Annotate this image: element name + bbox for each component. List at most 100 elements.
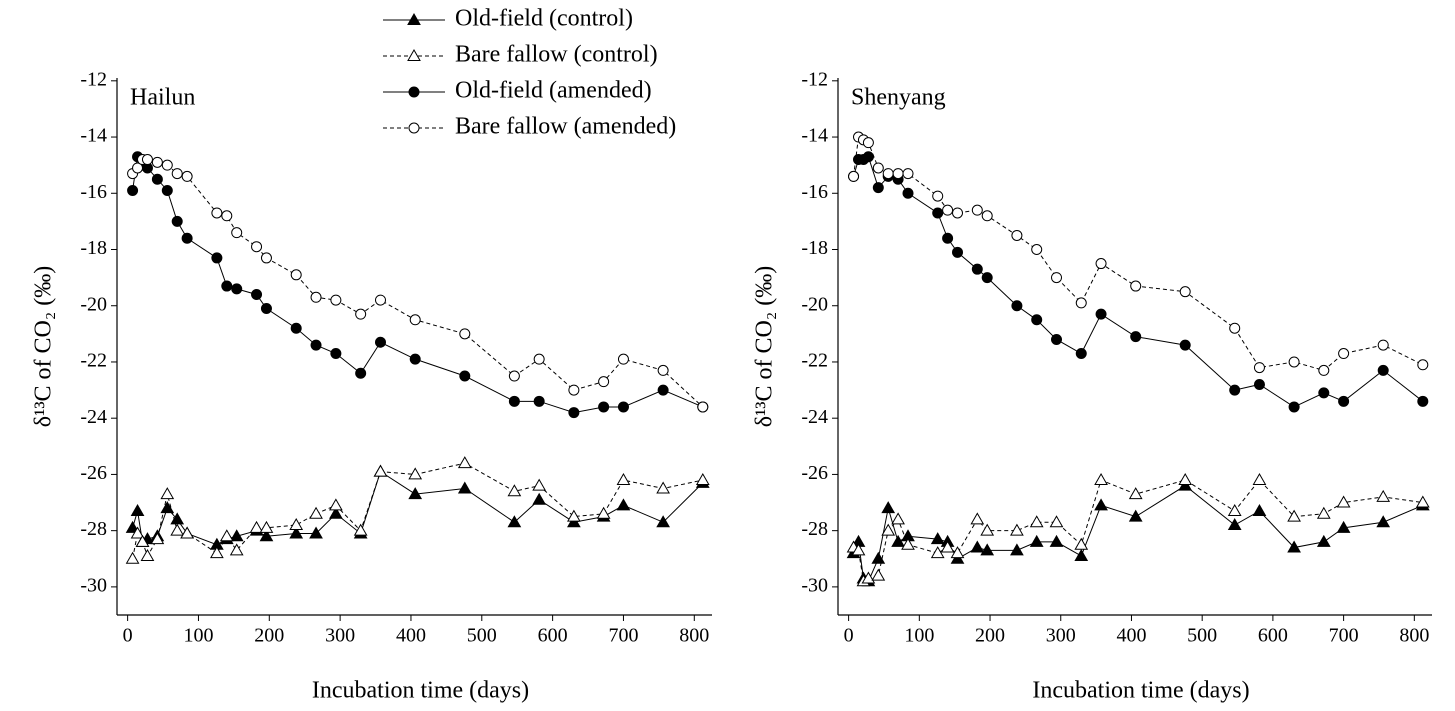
- x-tick-label: 200: [975, 625, 1005, 647]
- marker: [617, 353, 629, 365]
- marker: [221, 210, 233, 222]
- marker: [1094, 473, 1108, 486]
- marker: [980, 543, 995, 556]
- marker: [219, 529, 234, 542]
- marker: [533, 353, 545, 365]
- marker: [598, 376, 610, 388]
- marker: [567, 509, 581, 522]
- marker: [1095, 258, 1107, 270]
- marker: [355, 308, 367, 320]
- marker: [171, 215, 183, 227]
- y-tick-label: -12: [801, 68, 828, 90]
- marker: [1049, 515, 1064, 528]
- marker: [251, 288, 263, 300]
- marker: [657, 364, 669, 376]
- marker: [656, 515, 670, 528]
- marker: [1316, 506, 1331, 519]
- y-axis-label: δ¹³C of CO₂ (‰): [31, 266, 57, 427]
- marker: [375, 336, 386, 348]
- marker: [130, 526, 145, 539]
- marker: [1338, 348, 1350, 360]
- y-tick-label: -24: [80, 406, 107, 428]
- x-tick-label: 800: [679, 625, 709, 647]
- marker: [1051, 272, 1063, 284]
- marker: [1288, 356, 1300, 368]
- marker: [981, 210, 993, 222]
- marker: [211, 207, 223, 219]
- marker: [132, 162, 144, 174]
- marker: [1318, 387, 1330, 399]
- series-line: [132, 159, 704, 408]
- marker: [1094, 498, 1108, 511]
- y-tick-label: -28: [80, 518, 107, 540]
- y-tick-label: -22: [801, 350, 828, 372]
- legend-label: Bare fallow (amended): [455, 114, 676, 140]
- x-tick-label: 600: [1258, 625, 1288, 647]
- marker: [1011, 300, 1023, 312]
- marker: [161, 184, 173, 196]
- x-tick-label: 700: [1329, 625, 1359, 647]
- marker: [1252, 503, 1267, 516]
- marker: [141, 154, 153, 166]
- x-tick-label: 500: [467, 625, 497, 647]
- legend-entry: Bare fallow (amended): [383, 114, 676, 140]
- marker: [1227, 503, 1242, 516]
- marker: [408, 467, 423, 480]
- marker: [330, 294, 342, 306]
- marker: [180, 526, 194, 539]
- y-tick-label: -12: [80, 68, 107, 90]
- marker: [930, 532, 945, 545]
- marker: [251, 241, 263, 253]
- marker: [971, 263, 983, 275]
- legend-entry: Old-field (control): [383, 6, 633, 32]
- legend-marker: [407, 12, 421, 25]
- marker: [902, 168, 914, 180]
- marker: [892, 168, 904, 180]
- marker: [1179, 286, 1191, 298]
- marker: [231, 283, 243, 295]
- legend-marker: [408, 86, 420, 98]
- marker: [1376, 489, 1391, 502]
- y-tick-label: -30: [80, 574, 107, 596]
- marker: [150, 532, 165, 545]
- marker: [1075, 348, 1087, 360]
- marker: [881, 523, 896, 536]
- marker: [882, 168, 894, 180]
- marker: [353, 523, 368, 536]
- marker: [229, 529, 244, 542]
- marker: [409, 314, 421, 326]
- marker: [211, 252, 223, 264]
- x-tick-label: 300: [1046, 625, 1076, 647]
- marker: [457, 481, 472, 494]
- x-tick-label: 600: [538, 625, 568, 647]
- x-tick-label: 100: [183, 625, 213, 647]
- marker: [457, 456, 472, 469]
- marker: [355, 367, 367, 379]
- marker: [1227, 518, 1242, 531]
- y-tick-label: -18: [80, 237, 107, 259]
- marker: [1417, 359, 1429, 371]
- marker: [657, 384, 669, 396]
- marker: [952, 246, 964, 258]
- marker: [260, 303, 272, 315]
- marker: [1179, 339, 1191, 351]
- marker: [861, 571, 876, 584]
- marker: [290, 322, 302, 334]
- marker: [181, 170, 193, 182]
- marker: [229, 543, 244, 556]
- legend-label: Bare fallow (control): [455, 42, 658, 68]
- legend-label: Old-field (control): [455, 6, 633, 32]
- marker: [135, 534, 150, 547]
- marker: [1338, 395, 1350, 407]
- marker: [697, 401, 709, 413]
- marker: [1029, 515, 1044, 528]
- marker: [507, 515, 522, 528]
- marker: [1130, 331, 1142, 343]
- marker: [409, 353, 421, 365]
- x-axis-label: Incubation time (days): [312, 678, 529, 704]
- marker: [1049, 534, 1064, 547]
- y-tick-label: -14: [801, 125, 828, 147]
- x-tick-label: 200: [254, 625, 284, 647]
- series-line: [132, 155, 703, 414]
- marker: [1253, 378, 1265, 390]
